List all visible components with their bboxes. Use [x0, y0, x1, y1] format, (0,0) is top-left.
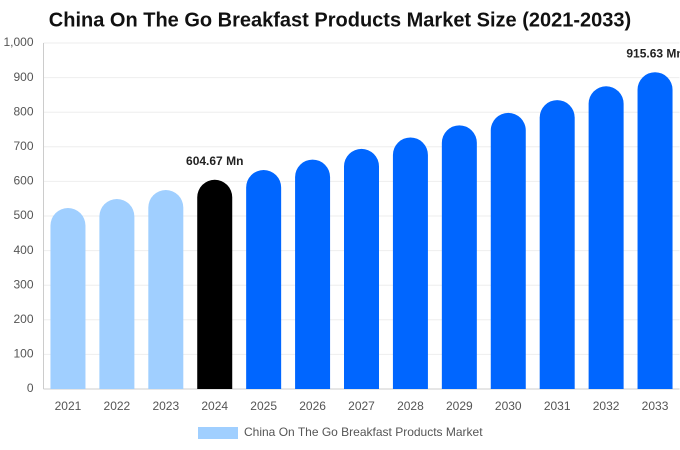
- x-tick-label: 2021: [55, 399, 82, 413]
- y-tick-label: 0: [27, 381, 34, 395]
- chart-title: China On The Go Breakfast Products Marke…: [49, 9, 631, 31]
- bar: [246, 169, 282, 389]
- value-label: 604.67 Mn: [186, 154, 243, 168]
- x-tick-label: 2026: [299, 399, 326, 413]
- bar: [295, 159, 331, 389]
- x-tick-label: 2028: [397, 399, 424, 413]
- value-label: 915.63 Mn: [626, 46, 680, 60]
- y-tick-label: 800: [13, 104, 33, 118]
- bar: [50, 208, 86, 389]
- x-tick-label: 2023: [152, 399, 179, 413]
- y-tick-label: 400: [13, 243, 33, 257]
- bar: [392, 137, 428, 389]
- y-tick-label: 500: [13, 208, 33, 222]
- bar: [344, 148, 379, 389]
- bar: [99, 199, 135, 389]
- y-tick-label: 100: [13, 347, 33, 361]
- x-tick-label: 2031: [544, 399, 571, 413]
- bar: [441, 125, 477, 389]
- bar: [197, 179, 233, 389]
- x-tick-label: 2030: [495, 399, 522, 413]
- y-tick-label: 900: [13, 70, 33, 84]
- x-tick-label: 2032: [593, 399, 620, 413]
- y-tick-label: 300: [13, 277, 33, 291]
- y-tick-label: 1,000: [3, 35, 33, 49]
- legend-label: China On The Go Breakfast Products Marke…: [244, 425, 483, 439]
- y-tick-label: 600: [13, 174, 33, 188]
- legend-swatch: [198, 427, 238, 439]
- bar: [148, 190, 184, 389]
- y-tick-label: 200: [13, 312, 33, 326]
- bar: [637, 72, 673, 389]
- x-tick-label: 2029: [446, 399, 473, 413]
- bar: [539, 100, 575, 389]
- x-tick-label: 2027: [348, 399, 375, 413]
- x-tick-label: 2024: [201, 399, 228, 413]
- bar: [588, 86, 624, 389]
- x-tick-label: 2025: [250, 399, 277, 413]
- y-tick-label: 700: [13, 139, 33, 153]
- x-tick-label: 2022: [104, 399, 131, 413]
- bar: [490, 112, 526, 390]
- x-tick-label: 2033: [642, 399, 669, 413]
